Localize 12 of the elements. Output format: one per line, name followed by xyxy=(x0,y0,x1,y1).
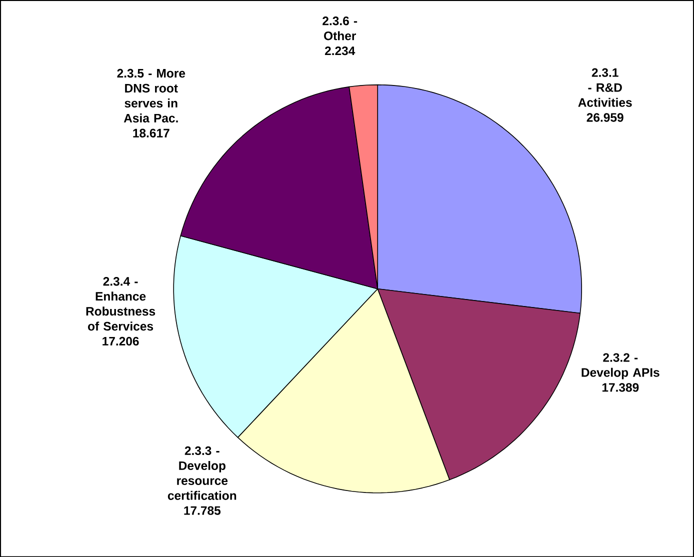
slice-label: 2.3.5 - More DNS root serves in Asia Pac. xyxy=(117,68,186,122)
data-label: 17.206 xyxy=(102,336,139,346)
data-label: 18.617 xyxy=(133,128,170,138)
slice-label: 2.3.4 - Enhance Robustness of Services xyxy=(86,276,156,330)
data-label: 2.234 xyxy=(324,46,356,56)
slice-label: 2.3.3 - Develop resource certification xyxy=(168,446,236,500)
data-label: 17.785 xyxy=(184,506,221,515)
data-label: 17.389 xyxy=(602,382,639,392)
data-label: 26.959 xyxy=(586,112,624,122)
slice-label: 2.3.1 - R&D Activities xyxy=(578,68,632,107)
slice-label: 2.3.2 - Develop APIs xyxy=(582,353,660,380)
slice-label: 2.3.6 - Other xyxy=(322,16,358,40)
